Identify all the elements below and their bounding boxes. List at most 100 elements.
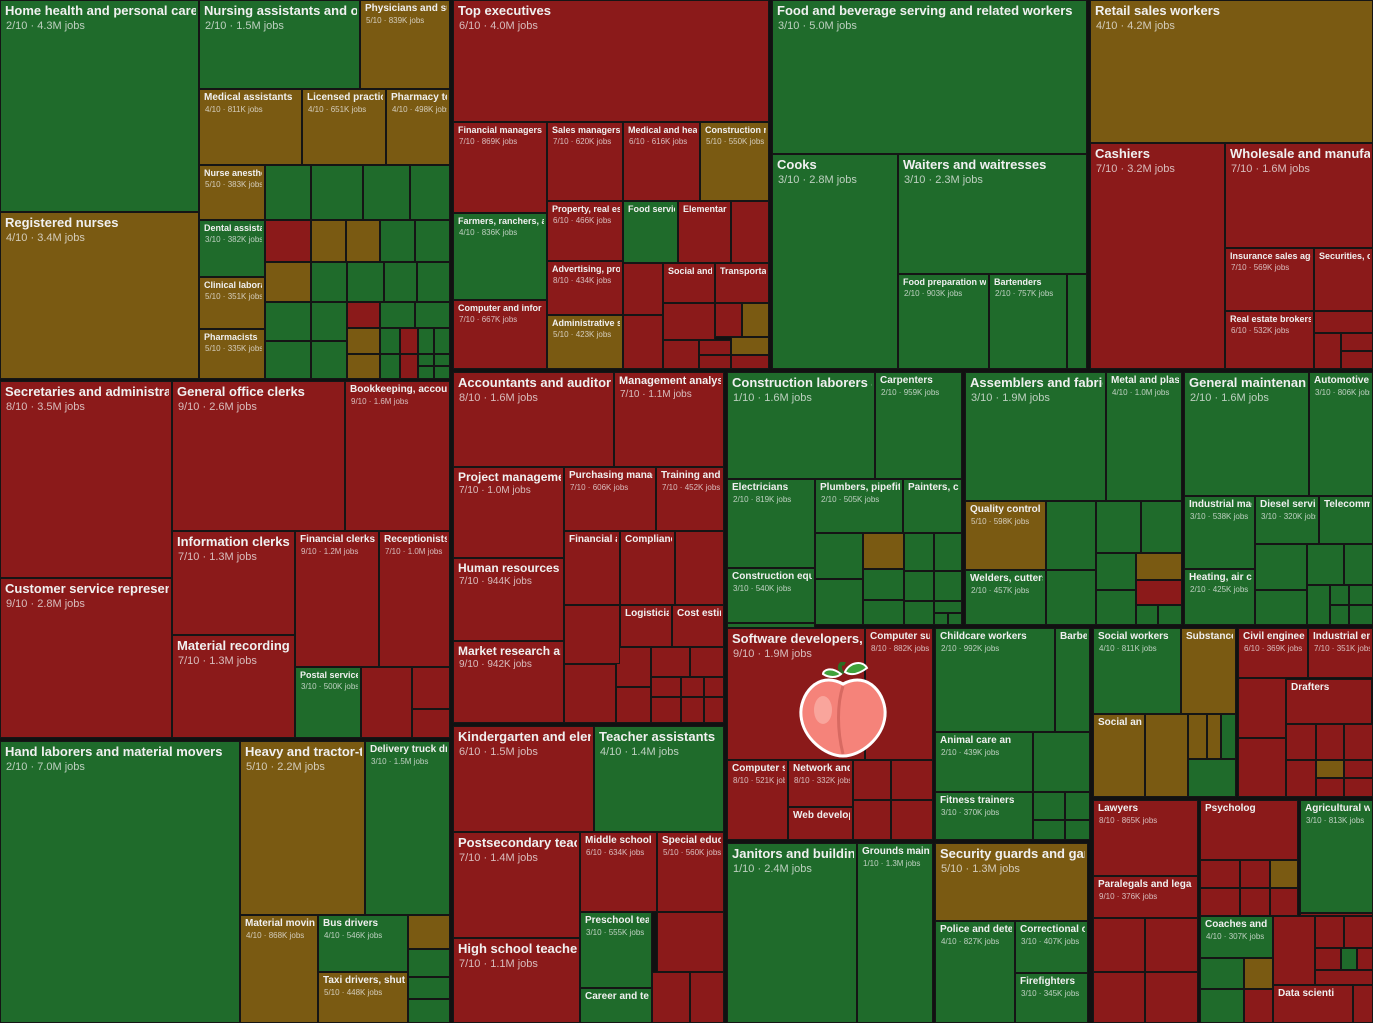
treemap-tile xyxy=(418,366,434,379)
job-count: 505K jobs xyxy=(843,495,880,504)
cell-label: Accountants and auditors xyxy=(458,375,611,390)
exposure-score: 2/10 xyxy=(904,288,920,298)
treemap-tile xyxy=(1270,888,1298,916)
separator: · xyxy=(748,776,756,785)
cell-label: Construction laborers a xyxy=(732,375,872,390)
exposure-score: 5/10 xyxy=(971,517,987,526)
cell-label: Food preparation w xyxy=(903,277,986,287)
cell-label: Customer service represent xyxy=(5,581,169,596)
cell-label: Transporta xyxy=(720,266,766,276)
treemap-tile xyxy=(1341,351,1373,369)
treemap-tile xyxy=(400,354,418,379)
treemap-cell: General maintenance2/10 · 1.6M jobs xyxy=(1184,372,1309,496)
cell-label: Teacher assistants xyxy=(599,729,716,744)
separator: · xyxy=(1329,644,1337,653)
separator: · xyxy=(220,291,228,301)
exposure-score: 4/10 xyxy=(1112,388,1128,397)
treemap-tile xyxy=(1200,989,1244,1023)
exposure-score: 2/10 xyxy=(1190,585,1206,594)
treemap-cell: Construction r 5/10 · 550K jobs xyxy=(700,122,769,201)
cell-label: Diesel service xyxy=(1260,499,1316,510)
exposure-score: 9/10 xyxy=(178,400,200,413)
separator: · xyxy=(677,483,685,492)
separator: · xyxy=(267,760,278,773)
cell-stats: 7/10 · 569K jobs xyxy=(1231,263,1311,273)
cell-stats: 5/10 · 2.2M jobs xyxy=(246,761,362,774)
cell-label: Market research ana xyxy=(458,644,561,658)
treemap-cell: Painters, cor xyxy=(903,479,962,533)
treemap-tile xyxy=(380,220,415,262)
cell-label: Special educat xyxy=(662,835,721,846)
cell-label: Computer sy xyxy=(732,763,785,774)
cell-label: Home health and personal care xyxy=(5,3,196,18)
cell-stats: 7/10 · 667K jobs xyxy=(459,315,544,325)
treemap-tile xyxy=(434,354,450,366)
separator: · xyxy=(956,748,964,757)
exposure-score: 9/10 xyxy=(351,397,367,406)
separator: · xyxy=(585,483,593,492)
job-count: 569K jobs xyxy=(1253,262,1290,272)
treemap-tile xyxy=(699,340,731,355)
job-count: 839K jobs xyxy=(388,16,425,25)
cell-stats: 2/10 · 425K jobs xyxy=(1190,585,1252,595)
separator: · xyxy=(480,957,491,970)
exposure-score: 7/10 xyxy=(662,483,678,492)
cell-label: Assemblers and fabric xyxy=(970,375,1103,390)
cell-label: Top executives xyxy=(458,3,551,18)
cell-label: Industrial mach xyxy=(1189,499,1252,510)
cell-label: Police and detec xyxy=(940,924,1012,935)
cell-label: Administrative s xyxy=(552,318,620,328)
treemap-tile xyxy=(681,697,704,723)
cell-label: High school teachers xyxy=(458,941,577,956)
cell-stats: 3/10 · 555K jobs xyxy=(586,928,649,938)
treemap-tile xyxy=(1033,792,1065,820)
treemap-tile xyxy=(1344,916,1373,948)
cell-stats: 4/10 · 4.2M jobs xyxy=(1096,20,1370,33)
job-count: 811K jobs xyxy=(1121,644,1157,653)
cell-label: Nurse anesthe xyxy=(204,168,262,178)
separator: · xyxy=(339,931,347,940)
cell-stats: 8/10 · 865K jobs xyxy=(1099,816,1195,826)
exposure-score: 2/10 xyxy=(821,495,837,504)
separator: · xyxy=(474,314,482,324)
exposure-score: 4/10 xyxy=(600,745,622,758)
cell-stats: 7/10 · 620K jobs xyxy=(553,137,620,147)
exposure-score: 7/10 xyxy=(1314,644,1330,653)
job-count: 1.5M jobs xyxy=(490,745,538,758)
treemap-tile xyxy=(434,366,450,379)
treemap-tile xyxy=(742,303,769,337)
cell-label: Bookkeeping, accou xyxy=(350,384,447,395)
treemap-cell: Cashiers 7/10 · 3.2M jobs xyxy=(1090,143,1225,369)
exposure-score: 5/10 xyxy=(941,862,963,875)
cell-stats: 6/10 · 634K jobs xyxy=(586,848,654,858)
job-count: 351K jobs xyxy=(1336,644,1370,653)
treemap-tile xyxy=(564,605,620,664)
treemap-tile xyxy=(1330,585,1349,605)
treemap-tile xyxy=(347,328,380,354)
job-count: 560K jobs xyxy=(685,848,721,857)
treemap-tile xyxy=(311,341,347,379)
separator: · xyxy=(799,19,810,32)
job-count: 521K jobs xyxy=(755,776,785,785)
treemap-tile xyxy=(311,262,347,302)
separator: · xyxy=(220,343,228,353)
job-count: 448K jobs xyxy=(346,988,383,997)
cell-stats: 1/10 · 2.4M jobs xyxy=(733,863,854,876)
cell-label: Security guards and gam xyxy=(940,846,1085,861)
treemap-cell: Plumbers, pipefitte 2/10 · 505K jobs xyxy=(815,479,903,533)
cell-label: Barbers, hair xyxy=(1060,631,1087,642)
treemap-tile xyxy=(361,667,412,738)
treemap-tile xyxy=(265,220,311,262)
cell-stats: 4/10 · 868K jobs xyxy=(246,931,315,941)
exposure-score: 9/10 xyxy=(459,659,479,671)
exposure-score: 4/10 xyxy=(941,937,957,946)
treemap-cell: Heavy and tractor-tr 5/10 · 2.2M jobs xyxy=(240,741,365,915)
job-count: 667K jobs xyxy=(481,314,518,324)
treemap-cell: Dental assista 3/10 · 382K jobs xyxy=(199,220,265,277)
separator: · xyxy=(601,928,609,937)
exposure-score: 4/10 xyxy=(459,227,475,237)
treemap-cell: Drafters xyxy=(1286,679,1372,724)
treemap-tile xyxy=(891,760,933,800)
cell-stats: 3/10 · 370K jobs xyxy=(941,808,1030,818)
cell-stats: 2/10 · 757K jobs xyxy=(995,289,1064,299)
